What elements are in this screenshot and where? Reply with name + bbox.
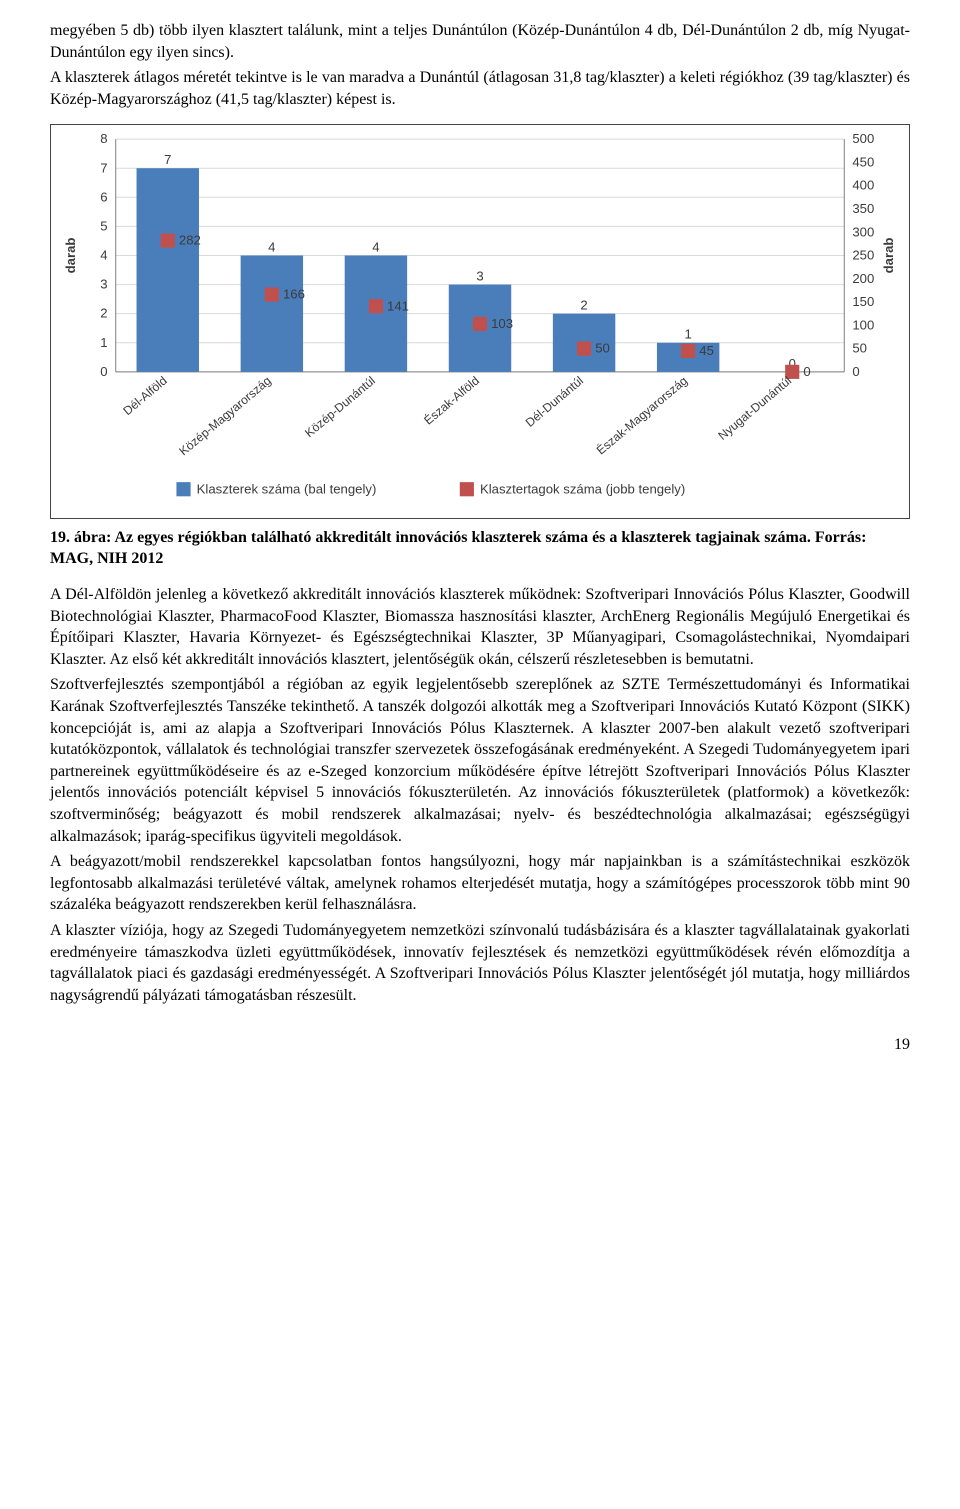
svg-text:400: 400 xyxy=(852,178,874,193)
svg-text:45: 45 xyxy=(699,343,714,358)
svg-text:282: 282 xyxy=(179,233,201,248)
svg-text:0: 0 xyxy=(852,364,859,379)
paragraph-body-4: A klaszter víziója, hogy az Szegedi Tudo… xyxy=(50,920,910,1006)
svg-text:0: 0 xyxy=(100,364,107,379)
svg-text:2: 2 xyxy=(100,306,107,321)
svg-text:6: 6 xyxy=(100,190,107,205)
svg-text:450: 450 xyxy=(852,155,874,170)
paragraph-body-1: A Dél-Alföldön jelenleg a következő akkr… xyxy=(50,584,910,670)
svg-text:150: 150 xyxy=(852,294,874,309)
svg-text:Észak-Alföld: Észak-Alföld xyxy=(421,373,482,428)
svg-text:darab: darab xyxy=(881,238,896,274)
svg-text:Dél-Dunántúl: Dél-Dunántúl xyxy=(523,374,586,430)
svg-text:103: 103 xyxy=(491,316,513,331)
svg-text:Dél-Alföld: Dél-Alföld xyxy=(120,374,169,419)
svg-text:0: 0 xyxy=(803,364,810,379)
svg-text:4: 4 xyxy=(100,248,107,263)
svg-text:8: 8 xyxy=(100,132,107,147)
svg-text:Közép-Magyarország: Közép-Magyarország xyxy=(176,374,273,459)
svg-text:300: 300 xyxy=(852,225,874,240)
svg-text:250: 250 xyxy=(852,248,874,263)
svg-text:5: 5 xyxy=(100,219,107,234)
svg-text:Klaszterek száma (bal tengely): Klaszterek száma (bal tengely) xyxy=(197,482,377,497)
svg-text:4: 4 xyxy=(268,240,275,255)
svg-text:darab: darab xyxy=(63,238,78,274)
svg-text:4: 4 xyxy=(372,240,379,255)
svg-text:Észak-Magyarország: Észak-Magyarország xyxy=(593,373,690,458)
paragraph-body-3: A beágyazott/mobil rendszerekkel kapcsol… xyxy=(50,851,910,916)
page-number: 19 xyxy=(50,1034,910,1056)
svg-text:1: 1 xyxy=(100,335,107,350)
svg-text:Nyugat-Dunántúl: Nyugat-Dunántúl xyxy=(715,374,794,443)
figure-caption: 19. ábra: Az egyes régiókban található a… xyxy=(50,527,910,570)
svg-text:200: 200 xyxy=(852,271,874,286)
svg-text:50: 50 xyxy=(852,341,867,356)
cluster-chart-container: 012345678050100150200250300350400450500d… xyxy=(50,124,910,519)
svg-text:Klasztertagok száma (jobb teng: Klasztertagok száma (jobb tengely) xyxy=(480,482,685,497)
svg-text:500: 500 xyxy=(852,132,874,147)
svg-text:2: 2 xyxy=(580,298,587,313)
paragraph-intro-2: A klaszterek átlagos méretét tekintve is… xyxy=(50,67,910,110)
svg-text:1: 1 xyxy=(685,327,692,342)
svg-text:7: 7 xyxy=(164,153,171,168)
paragraph-body-2: Szoftverfejlesztés szempontjából a régió… xyxy=(50,674,910,847)
svg-text:141: 141 xyxy=(387,299,409,314)
svg-text:50: 50 xyxy=(595,341,610,356)
svg-text:3: 3 xyxy=(100,277,107,292)
cluster-chart: 012345678050100150200250300350400450500d… xyxy=(55,129,905,514)
svg-text:166: 166 xyxy=(283,287,305,302)
svg-text:350: 350 xyxy=(852,201,874,216)
svg-text:3: 3 xyxy=(476,269,483,284)
svg-text:7: 7 xyxy=(100,161,107,176)
svg-text:100: 100 xyxy=(852,318,874,333)
svg-text:Közép-Dunántúl: Közép-Dunántúl xyxy=(302,374,378,441)
paragraph-intro-1: megyében 5 db) több ilyen klasztert talá… xyxy=(50,20,910,63)
